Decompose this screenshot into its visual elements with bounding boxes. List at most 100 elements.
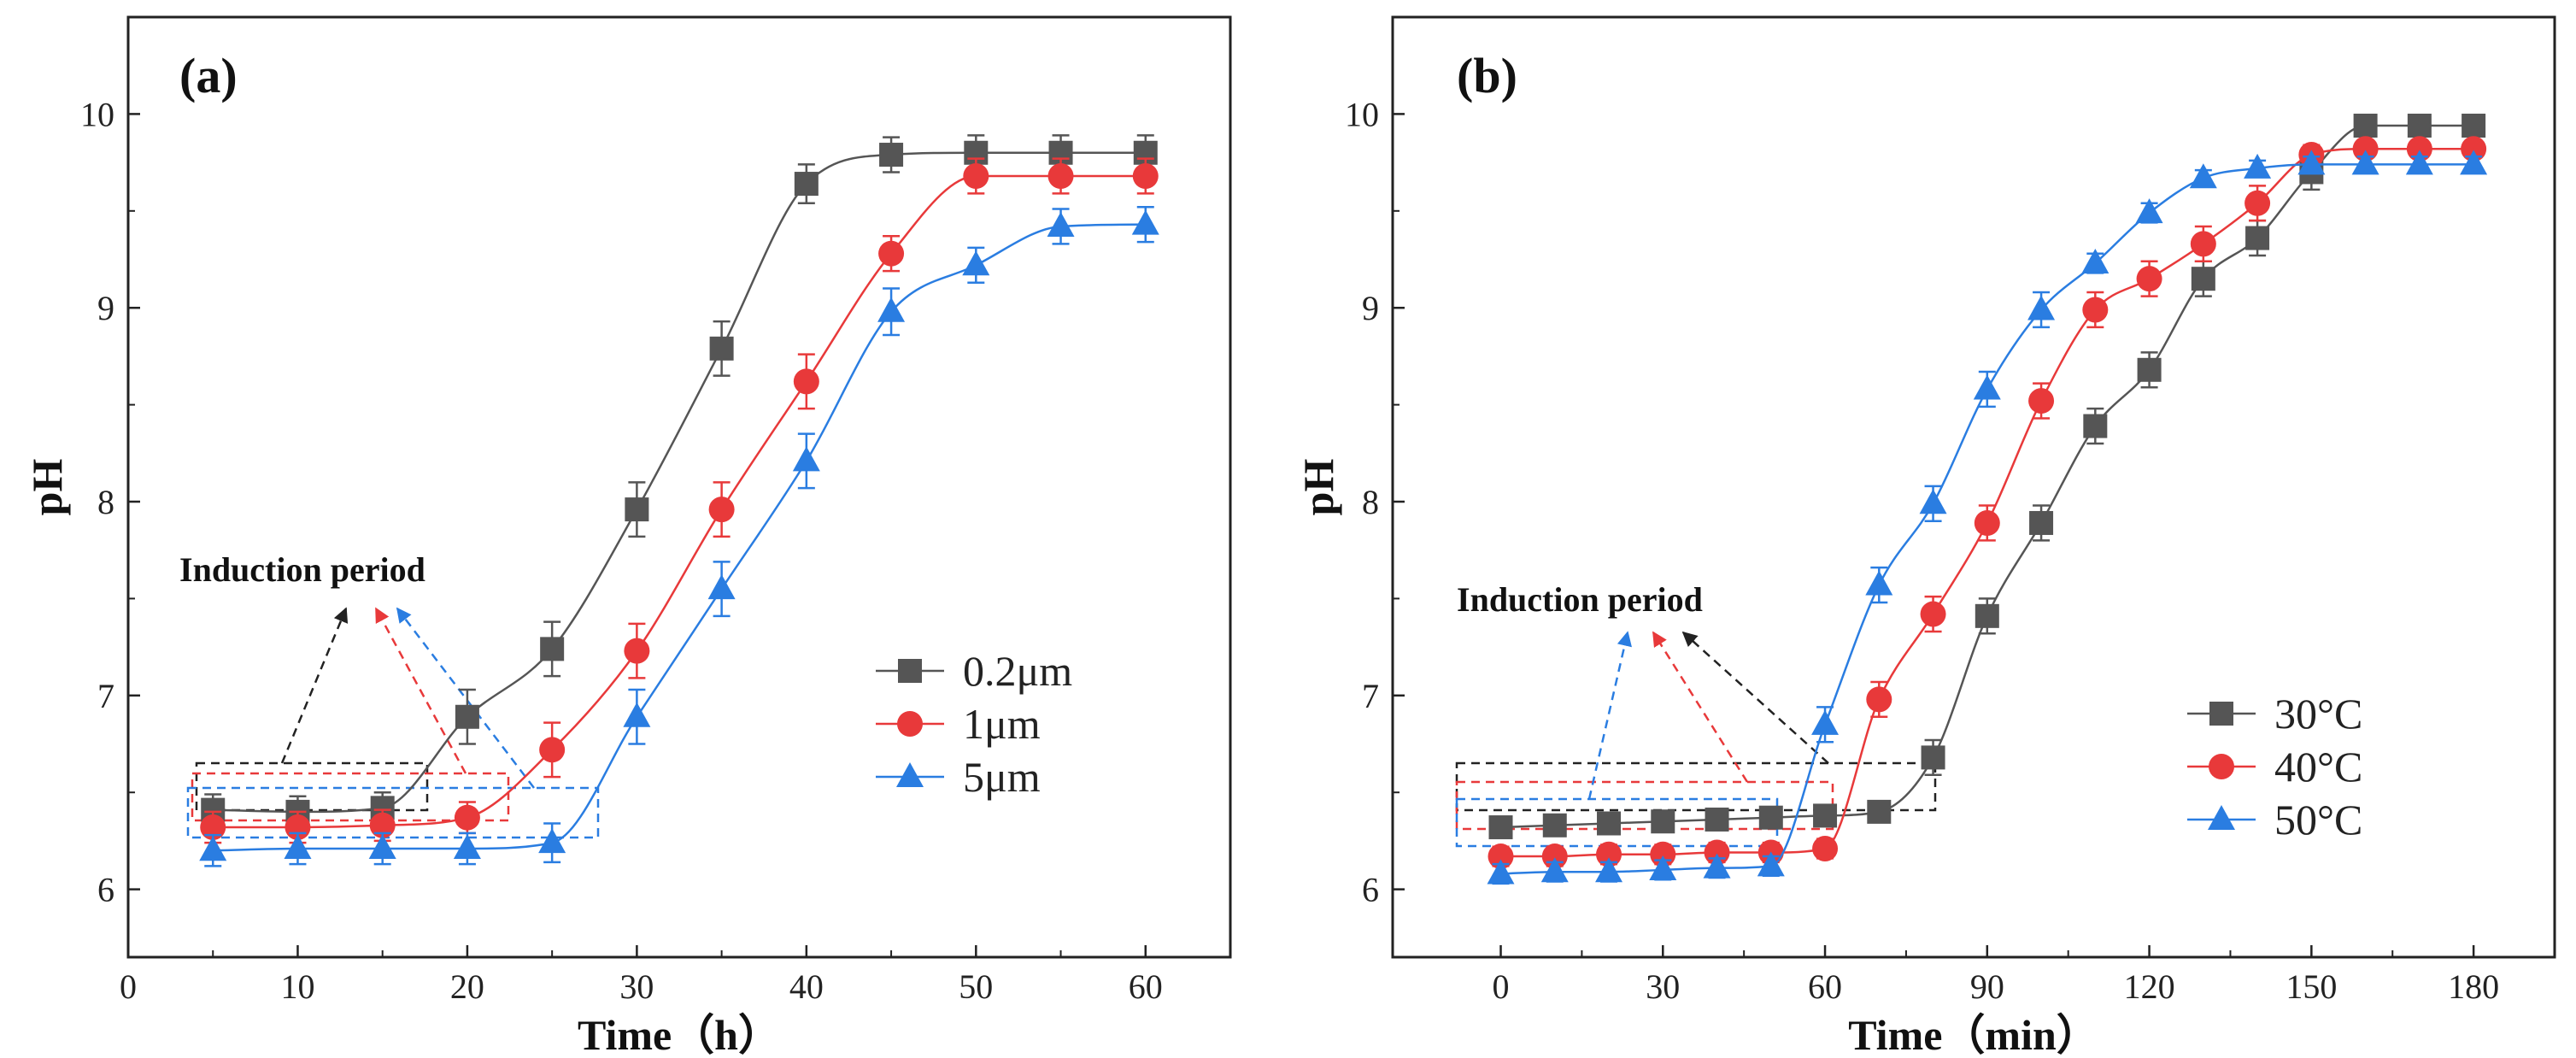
data-point: [1542, 813, 1567, 838]
data-point: [623, 702, 651, 727]
induction-arrow-red: [374, 607, 467, 774]
legend-item: 30°C: [2187, 690, 2362, 738]
data-point: [2244, 190, 2271, 216]
x-tick-label: 50: [959, 967, 993, 1006]
data-point: [1921, 745, 1945, 770]
legend-label: 40°C: [2274, 743, 2362, 791]
legend-marker: [896, 762, 924, 787]
data-point: [2135, 198, 2163, 224]
legend-item: 1μm: [876, 700, 1041, 748]
data-point: [877, 297, 906, 322]
data-point: [455, 704, 479, 729]
data-point: [2029, 510, 2054, 535]
data-point: [709, 336, 734, 361]
data-point: [708, 497, 735, 523]
data-point: [199, 836, 227, 861]
induction-period-label: Induction period: [1457, 580, 1703, 619]
data-point: [1488, 843, 1514, 870]
x-tick-label: 150: [2286, 967, 2337, 1006]
data-point: [1867, 799, 1892, 824]
y-tick-label: 6: [97, 871, 114, 909]
chart-panel-a: (a) Time（h） pH 0 10 20 30 40 50 60 6 7 8 9 10 Indu…: [23, 15, 1232, 1058]
legend-label: 0.2μm: [963, 647, 1072, 695]
data-point: [2405, 150, 2433, 175]
data-point: [1487, 859, 1515, 885]
data-point: [2027, 295, 2056, 320]
data-point: [2082, 297, 2109, 323]
data-point: [2351, 150, 2379, 175]
data-point: [1974, 509, 2000, 536]
legend-marker: [2209, 754, 2234, 779]
y-tick-label: 9: [97, 289, 114, 327]
induction-box-black: [195, 761, 429, 812]
data-point: [2460, 150, 2488, 175]
induction-box-black: [1455, 761, 1937, 812]
y-tick-label: 10: [80, 95, 114, 133]
data-point: [625, 497, 649, 522]
data-point: [1973, 374, 2001, 400]
legend-item: 50°C: [2187, 796, 2362, 843]
legend-item: 40°C: [2187, 743, 2362, 791]
data-point: [539, 737, 566, 763]
series-line: [1500, 163, 2474, 875]
y-axis-title: pH: [23, 459, 71, 516]
series-1μm: [200, 157, 1159, 844]
induction-period-label: Induction period: [179, 550, 425, 589]
panel-label: (b): [1457, 48, 1517, 103]
data-point: [1813, 803, 1838, 828]
series-50°C: [1487, 150, 2488, 885]
data-point: [454, 804, 480, 831]
chart-panel-b: (b) Time（min） pH 0 30 60 90 120 150 180 6 7 8 9 10…: [1294, 15, 2556, 1058]
data-point: [792, 446, 820, 472]
data-point: [2406, 136, 2432, 162]
plot-frame: [1391, 15, 2556, 959]
data-point: [2083, 414, 2108, 438]
data-point: [2462, 114, 2486, 138]
x-tick-label: 0: [1493, 967, 1510, 1006]
data-point: [1811, 709, 1840, 735]
data-point: [1705, 807, 1729, 832]
data-point: [2353, 114, 2378, 138]
x-tick-label: 40: [789, 967, 824, 1006]
data-point: [2245, 226, 2270, 250]
data-point: [1757, 851, 1785, 877]
legend-marker: [897, 711, 923, 737]
legend-label: 50°C: [2274, 796, 2362, 843]
x-tick-label: 0: [120, 967, 137, 1006]
x-tick-label: 180: [2448, 967, 2499, 1006]
legend: 0.2μm 1μm 5μm: [876, 647, 1072, 801]
induction-arrow-blue: [1587, 631, 1632, 800]
data-point: [369, 812, 396, 838]
x-tick-label: 60: [1808, 967, 1842, 1006]
legend-item: 5μm: [876, 753, 1041, 801]
induction-arrow-black: [1681, 631, 1829, 764]
y-tick-label: 8: [97, 483, 114, 521]
data-point: [1812, 835, 1839, 861]
legend-label: 5μm: [963, 753, 1041, 801]
data-point: [1597, 811, 1622, 836]
x-axis-title: Time（min）: [1848, 1011, 2099, 1058]
data-point: [879, 143, 904, 168]
x-tick-label: 120: [2124, 967, 2175, 1006]
data-point: [1047, 162, 1074, 189]
legend: 30°C 40°C 50°C: [2187, 690, 2362, 843]
data-point: [284, 833, 312, 859]
data-point: [1703, 853, 1731, 879]
data-point: [1596, 841, 1622, 867]
data-point: [2244, 153, 2272, 179]
data-point: [1865, 570, 1893, 596]
data-point: [2190, 231, 2216, 257]
legend-marker: [898, 659, 922, 683]
induction-arrow-black: [280, 607, 349, 764]
data-point: [1866, 686, 1892, 713]
y-tick-label: 7: [1362, 677, 1379, 715]
series-5μm: [199, 206, 1159, 867]
data-point: [200, 814, 226, 841]
data-point: [1132, 162, 1159, 189]
data-point: [2137, 357, 2162, 382]
x-tick-label: 20: [450, 967, 484, 1006]
x-tick-label: 90: [1970, 967, 2004, 1006]
data-point: [540, 637, 565, 661]
x-tick-label: 30: [619, 967, 654, 1006]
